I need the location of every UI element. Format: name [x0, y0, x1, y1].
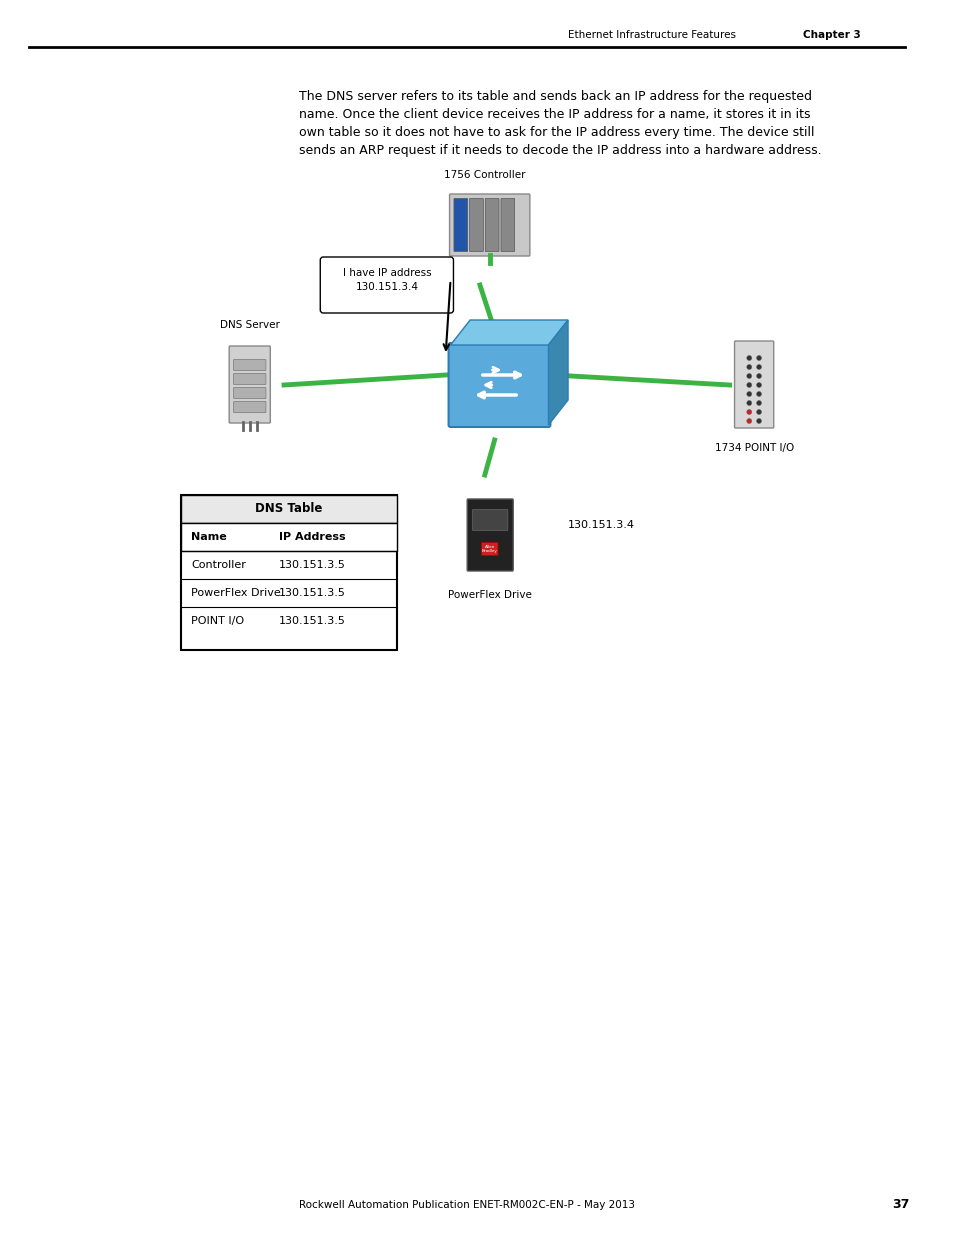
FancyBboxPatch shape: [448, 343, 550, 427]
FancyBboxPatch shape: [233, 401, 266, 412]
FancyBboxPatch shape: [181, 522, 396, 551]
Circle shape: [756, 373, 760, 378]
FancyBboxPatch shape: [181, 495, 396, 650]
Circle shape: [756, 419, 760, 424]
Text: DNS Server: DNS Server: [219, 320, 279, 330]
Text: 130.151.3.5: 130.151.3.5: [279, 588, 346, 598]
FancyBboxPatch shape: [734, 341, 773, 429]
Text: 130.151.3.5: 130.151.3.5: [279, 616, 346, 626]
Circle shape: [746, 410, 751, 415]
Text: Allen
Bradley: Allen Bradley: [481, 545, 497, 553]
Text: I have IP address
130.151.3.4: I have IP address 130.151.3.4: [342, 268, 431, 291]
FancyBboxPatch shape: [233, 359, 266, 370]
Circle shape: [756, 383, 760, 388]
Text: PowerFlex Drive: PowerFlex Drive: [191, 588, 280, 598]
FancyBboxPatch shape: [481, 542, 497, 556]
Text: 1756 Controller: 1756 Controller: [443, 170, 525, 180]
FancyBboxPatch shape: [233, 388, 266, 399]
Circle shape: [756, 356, 760, 361]
Text: Controller: Controller: [191, 559, 246, 571]
Circle shape: [746, 391, 751, 396]
FancyBboxPatch shape: [454, 199, 467, 252]
FancyBboxPatch shape: [472, 510, 507, 531]
FancyBboxPatch shape: [485, 199, 498, 252]
Text: POINT I/O: POINT I/O: [191, 616, 244, 626]
Text: Chapter 3: Chapter 3: [802, 30, 860, 40]
Circle shape: [756, 410, 760, 415]
Circle shape: [746, 419, 751, 424]
FancyBboxPatch shape: [449, 194, 529, 256]
Text: 130.151.3.5: 130.151.3.5: [279, 559, 346, 571]
Polygon shape: [450, 320, 567, 345]
Text: 37: 37: [891, 1198, 909, 1212]
Text: 130.151.3.4: 130.151.3.4: [567, 520, 635, 530]
FancyBboxPatch shape: [181, 495, 396, 522]
Circle shape: [746, 364, 751, 369]
Circle shape: [756, 364, 760, 369]
Text: PowerFlex Drive: PowerFlex Drive: [447, 590, 531, 600]
Text: Ethernet Infrastructure Features: Ethernet Infrastructure Features: [567, 30, 736, 40]
FancyBboxPatch shape: [500, 199, 514, 252]
Text: The DNS server refers to its table and sends back an IP address for the requeste: The DNS server refers to its table and s…: [298, 90, 821, 157]
Polygon shape: [548, 320, 567, 425]
FancyBboxPatch shape: [320, 257, 453, 312]
Circle shape: [746, 373, 751, 378]
Text: Rockwell Automation Publication ENET-RM002C-EN-P - May 2013: Rockwell Automation Publication ENET-RM0…: [299, 1200, 635, 1210]
Circle shape: [756, 400, 760, 405]
Circle shape: [746, 383, 751, 388]
Circle shape: [746, 356, 751, 361]
FancyBboxPatch shape: [469, 199, 483, 252]
Text: 1734 POINT I/O: 1734 POINT I/O: [714, 443, 793, 453]
Circle shape: [746, 400, 751, 405]
FancyBboxPatch shape: [467, 499, 513, 571]
Text: DNS Table: DNS Table: [255, 503, 322, 515]
FancyBboxPatch shape: [229, 346, 270, 424]
Text: IP Address: IP Address: [279, 532, 345, 542]
Circle shape: [756, 391, 760, 396]
Text: Name: Name: [191, 532, 227, 542]
FancyBboxPatch shape: [233, 373, 266, 384]
